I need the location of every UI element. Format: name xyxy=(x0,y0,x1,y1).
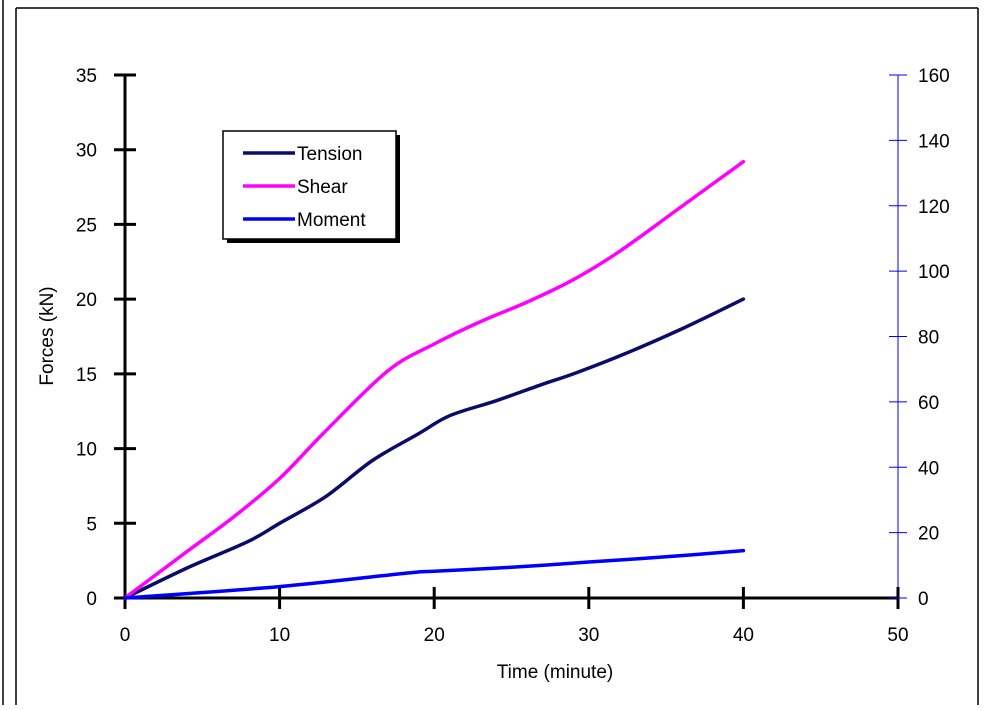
x-tick-label: 50 xyxy=(887,625,908,646)
x-axis-title: Time (minute) xyxy=(497,662,613,683)
y-tick-label: 15 xyxy=(76,365,97,386)
x-tick-label: 40 xyxy=(733,625,754,646)
y2-tick-label: 140 xyxy=(918,131,950,152)
y2-tick-label: 120 xyxy=(918,197,950,218)
y2-tick-label: 60 xyxy=(918,393,939,414)
y2-tick-label: 20 xyxy=(918,524,939,545)
y-axis-title: Forces (kN) xyxy=(37,286,58,385)
y2-tick-label: 100 xyxy=(918,262,950,283)
y-tick-label: 0 xyxy=(86,589,97,610)
y-tick-label: 20 xyxy=(76,290,97,311)
y2-tick-label: 160 xyxy=(918,66,950,87)
x-tick-label: 0 xyxy=(120,625,131,646)
axes-layer: 0 5 10 15 20 25 30 35 0 10 20 30 40 50 0 20 40 60 80 100 120… xyxy=(76,66,950,646)
y-tick-label: 5 xyxy=(86,514,97,535)
series-layer xyxy=(123,159,746,600)
x-tick-label: 10 xyxy=(269,625,290,646)
legend-label-moment: Moment xyxy=(297,210,366,231)
y2-tick-label: 80 xyxy=(918,328,939,349)
y-tick-label: 35 xyxy=(76,66,97,87)
legend-label-shear: Shear xyxy=(297,177,348,198)
y-tick-label: 25 xyxy=(76,215,97,236)
y2-tick-label: 0 xyxy=(918,589,929,610)
series-line-tension xyxy=(123,297,746,600)
y2-tick-label: 40 xyxy=(918,458,939,479)
y-tick-label: 30 xyxy=(76,141,97,162)
series-line-moment xyxy=(123,548,746,600)
x-tick-label: 20 xyxy=(424,625,445,646)
legend: Tension Shear Moment xyxy=(222,130,400,243)
legend-label-tension: Tension xyxy=(297,144,363,165)
y-tick-label: 10 xyxy=(76,440,97,461)
series-line-shear xyxy=(123,159,746,600)
x-tick-label: 30 xyxy=(578,625,599,646)
